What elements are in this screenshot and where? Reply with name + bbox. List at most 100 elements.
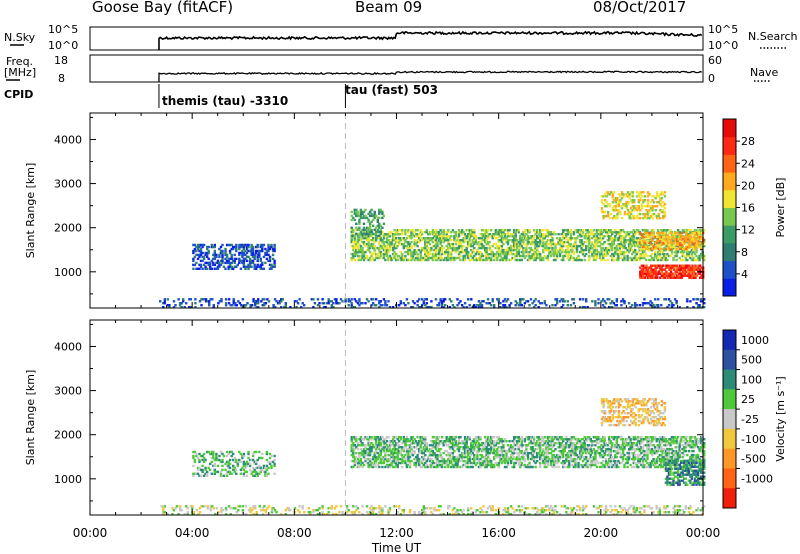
echo-cell (216, 470, 220, 474)
echo-cell (399, 438, 402, 441)
echo-cell (615, 513, 618, 516)
echo-cell (422, 442, 425, 445)
echo-cell (373, 240, 376, 244)
echo-cell (603, 513, 606, 516)
echo-cell (353, 444, 356, 447)
echo-cell (603, 509, 606, 512)
echo-cell (477, 258, 481, 262)
echo-cell (646, 272, 650, 275)
echo-cell (500, 235, 504, 238)
echo-cell (649, 214, 653, 218)
echo-cell (689, 513, 692, 516)
echo-cell (594, 242, 597, 246)
echo-cell (485, 250, 488, 254)
echo-cell (641, 229, 645, 232)
echo-cell (639, 266, 642, 269)
echo-cell (695, 266, 699, 269)
date-title: 08/Oct/2017 (593, 0, 687, 16)
echo-cell (419, 250, 422, 254)
echo-cell (238, 458, 241, 462)
echo-cell (624, 235, 628, 238)
echo-cell (359, 258, 363, 262)
echo-cell (546, 239, 550, 242)
echo-cell (177, 298, 180, 301)
echo-cell (445, 256, 448, 260)
echo-cell (519, 509, 522, 512)
echo-cell (227, 267, 230, 270)
echo-cell (373, 438, 376, 441)
echo-cell (350, 214, 353, 218)
echo-cell (496, 256, 499, 260)
echo-cell (378, 453, 381, 457)
echo-cell (565, 511, 568, 514)
echo-cell (669, 254, 672, 258)
echo-cell (244, 249, 247, 253)
echo-cell (655, 507, 658, 510)
echo-cell (434, 244, 438, 248)
echo-cell (660, 210, 663, 214)
echo-cell (615, 231, 618, 234)
echo-cell (273, 464, 276, 468)
echo-cell (652, 511, 655, 514)
echo-cell (532, 250, 536, 254)
echo-cell (365, 298, 369, 301)
echo-cell (695, 258, 698, 262)
echo-cell (646, 274, 650, 277)
echo-cell (453, 246, 456, 250)
echo-cell (195, 249, 198, 253)
echo-cell (601, 237, 605, 240)
echo-cell (448, 246, 451, 250)
echo-cell (440, 304, 444, 307)
echo-cell (356, 258, 360, 262)
echo-cell (189, 505, 192, 508)
echo-cell (410, 237, 413, 240)
echo-cell (265, 458, 269, 462)
echo-cell (433, 451, 436, 455)
echo-cell (697, 237, 700, 241)
echo-cell (382, 440, 386, 443)
echo-cell (457, 250, 461, 254)
echo-cell (494, 231, 497, 234)
echo-cell (549, 254, 553, 258)
echo-cell (238, 247, 241, 251)
echo-cell (419, 254, 422, 258)
echo-cell (500, 239, 504, 242)
echo-cell (436, 453, 439, 457)
echo-cell (433, 233, 436, 236)
echo-cell (378, 507, 381, 510)
echo-cell (496, 244, 499, 248)
echo-cell (384, 438, 387, 441)
echo-cell (640, 245, 644, 249)
echo-cell (335, 513, 338, 516)
echo-cell (648, 205, 651, 208)
echo-cell (560, 258, 563, 262)
echo-cell (375, 239, 378, 242)
echo-cell (219, 263, 223, 267)
echo-cell (391, 436, 395, 439)
echo-cell (268, 245, 272, 249)
echo-cell (402, 459, 405, 463)
echo-cell (485, 258, 488, 262)
echo-cell (367, 240, 370, 244)
echo-cell (186, 507, 189, 510)
echo-cell (378, 256, 381, 260)
echo-cell (640, 252, 643, 256)
echo-cell (393, 256, 396, 260)
echo-cell (376, 224, 379, 227)
echo-cell (477, 256, 481, 260)
echo-cell (229, 304, 232, 307)
echo-cell (227, 302, 231, 305)
echo-cell (470, 242, 473, 246)
echo-cell (376, 455, 379, 459)
echo-cell (668, 264, 671, 267)
echo-cell (457, 229, 461, 232)
echo-cell (513, 244, 516, 248)
echo-cell (636, 205, 639, 208)
echo-cell (376, 218, 379, 222)
echo-cell (353, 208, 356, 212)
echo-cell (381, 244, 384, 248)
echo-cell (451, 447, 455, 451)
echo-cell (569, 256, 573, 260)
echo-cell (562, 231, 565, 234)
echo-cell (352, 230, 355, 233)
